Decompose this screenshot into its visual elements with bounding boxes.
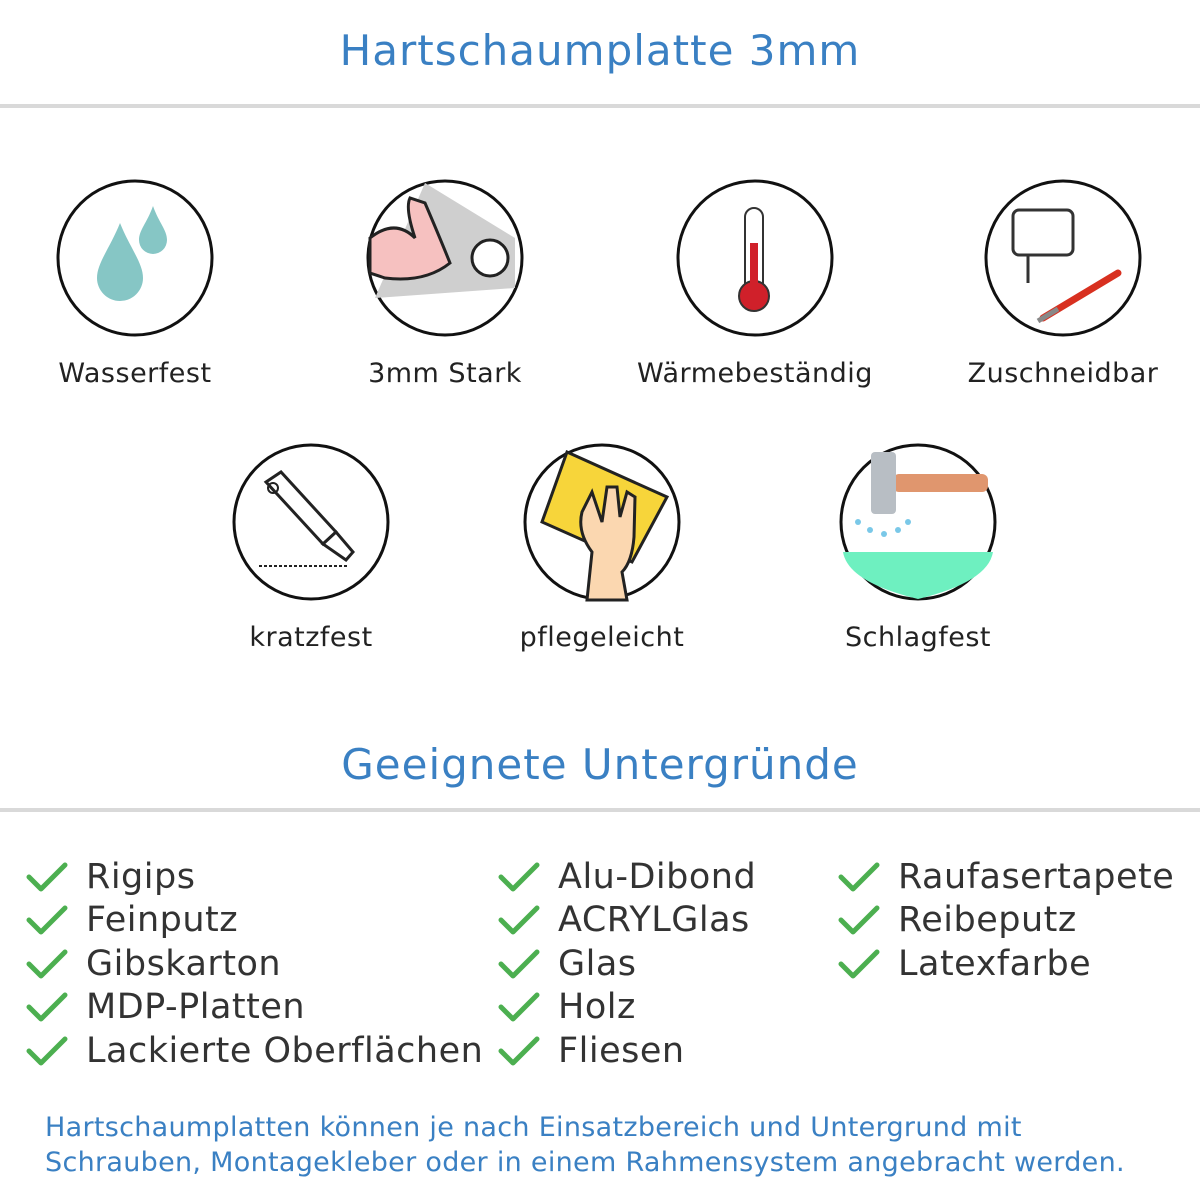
feature-label: pflegeleicht bbox=[519, 622, 685, 653]
substrate-label: MDP-Platten bbox=[86, 987, 306, 1028]
strong-arm-icon bbox=[366, 179, 524, 337]
feature-kratzfest: kratzfest bbox=[161, 442, 461, 653]
substrate-label: Gibskarton bbox=[86, 943, 282, 984]
feature-label: 3mm Stark bbox=[368, 358, 522, 389]
footer-line: Hartschaumplatten können je nach Einsatz… bbox=[45, 1112, 1022, 1143]
substrate-label: Latexfarbe bbox=[898, 943, 1092, 984]
divider bbox=[0, 808, 1200, 812]
check-icon bbox=[26, 905, 68, 935]
thermometer-icon bbox=[676, 179, 834, 337]
page-title: Hartschaumplatte 3mm bbox=[339, 26, 861, 75]
substrate-column-1: Rigips Feinputz Gibskarton MDP-Platten Lacki… bbox=[26, 855, 483, 1073]
substrate-item: Gibskarton bbox=[26, 942, 483, 986]
substrate-item: Feinputz bbox=[26, 899, 483, 943]
feature-schlagfest: Schlagfest bbox=[768, 442, 1068, 653]
section-title: Geeignete Untergründe bbox=[341, 740, 859, 789]
feature-wasserfest: Wasserfest bbox=[0, 178, 285, 389]
substrate-item: Reibeputz bbox=[838, 899, 1174, 943]
check-icon bbox=[498, 1036, 540, 1066]
substrate-label: Glas bbox=[558, 943, 637, 984]
feature-label: Wasserfest bbox=[58, 358, 212, 389]
cutter-knife-icon bbox=[232, 443, 390, 601]
feature-label: Schlagfest bbox=[844, 622, 992, 653]
feature-zuschneidbar: Zuschneidbar bbox=[913, 178, 1200, 389]
substrate-item: Glas bbox=[498, 942, 756, 986]
substrate-item: Holz bbox=[498, 986, 756, 1030]
feature-label: Zuschneidbar bbox=[967, 358, 1159, 389]
substrate-label: Rigips bbox=[86, 856, 196, 897]
substrate-item: Fliesen bbox=[498, 1029, 756, 1073]
feature-pflegeleicht: pflegeleicht bbox=[452, 442, 752, 653]
substrate-item: Rigips bbox=[26, 855, 483, 899]
check-icon bbox=[498, 992, 540, 1022]
substrate-label: Feinputz bbox=[86, 900, 239, 941]
footer-line: Schrauben, Montagekleber oder in einem R… bbox=[45, 1147, 1125, 1178]
check-icon bbox=[26, 992, 68, 1022]
hammer-icon bbox=[839, 443, 997, 601]
substrate-item: MDP-Platten bbox=[26, 986, 483, 1030]
substrate-item: Alu-Dibond bbox=[498, 855, 756, 899]
feature-label: kratzfest bbox=[249, 622, 373, 653]
hand-sponge-icon bbox=[523, 443, 681, 602]
substrate-label: Lackierte Oberflächen bbox=[86, 1030, 484, 1071]
check-icon bbox=[26, 1036, 68, 1066]
substrate-label: Fliesen bbox=[558, 1030, 685, 1071]
substrate-item: ACRYLGlas bbox=[498, 899, 756, 943]
substrate-label: ACRYLGlas bbox=[558, 900, 750, 941]
feature-label: Wärmebeständig bbox=[637, 358, 873, 389]
check-icon bbox=[26, 949, 68, 979]
feature-3mm-stark: 3mm Stark bbox=[295, 178, 595, 389]
substrate-label: Reibeputz bbox=[898, 900, 1077, 941]
substrate-item: Latexfarbe bbox=[838, 942, 1174, 986]
substrate-label: Raufasertapete bbox=[898, 856, 1175, 897]
check-icon bbox=[498, 949, 540, 979]
substrate-label: Alu-Dibond bbox=[558, 856, 757, 897]
check-icon bbox=[498, 862, 540, 892]
check-icon bbox=[498, 905, 540, 935]
substrate-column-2: Alu-Dibond ACRYLGlas Glas Holz Fliesen bbox=[498, 855, 756, 1073]
feature-waermebestaendig: Wärmebeständig bbox=[605, 178, 905, 389]
substrate-item: Lackierte Oberflächen bbox=[26, 1029, 483, 1073]
check-icon bbox=[838, 862, 880, 892]
substrate-item: Raufasertapete bbox=[838, 855, 1174, 899]
divider bbox=[0, 104, 1200, 108]
check-icon bbox=[838, 905, 880, 935]
substrate-label: Holz bbox=[558, 987, 636, 1028]
water-drops-icon bbox=[56, 179, 214, 337]
substrate-column-3: Raufasertapete Reibeputz Latexfarbe bbox=[838, 855, 1174, 986]
footer-note: Hartschaumplatten können je nach Einsatz… bbox=[45, 1110, 1125, 1180]
check-icon bbox=[838, 949, 880, 979]
check-icon bbox=[26, 862, 68, 892]
jigsaw-knife-icon bbox=[984, 179, 1142, 337]
